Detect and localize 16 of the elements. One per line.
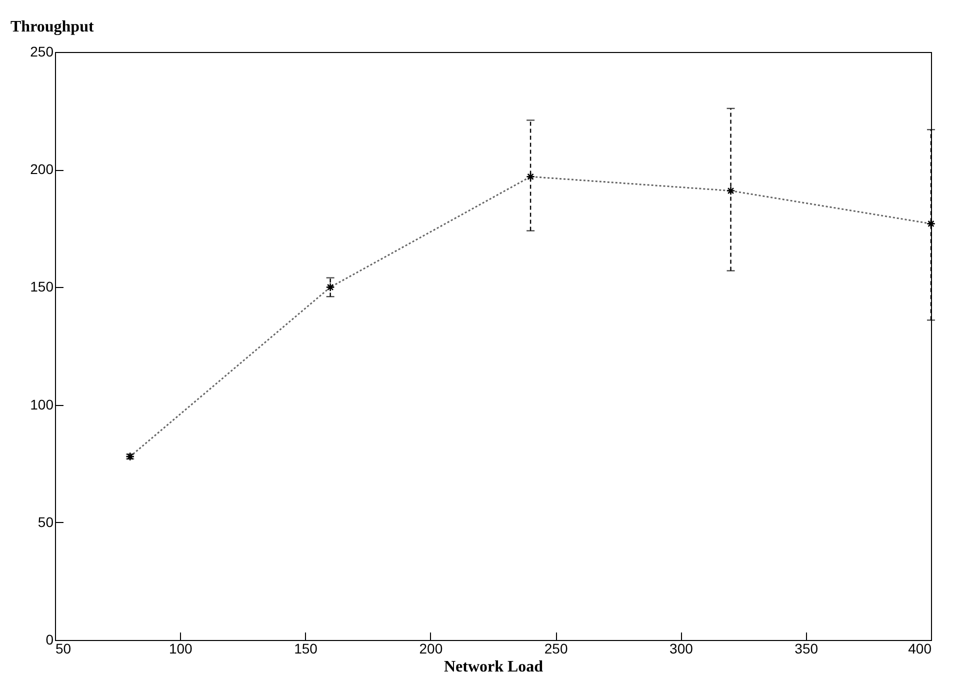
x-tick-label: 50: [56, 640, 72, 656]
y-tick-label: 50: [38, 514, 54, 530]
y-tick-label: 0: [46, 632, 54, 648]
y-tick-label: 250: [30, 44, 54, 60]
x-tick-label: 100: [168, 640, 193, 656]
x-tick-label: 300: [670, 640, 694, 656]
x-tick-label: 350: [794, 640, 818, 656]
y-tick-label: 200: [30, 161, 54, 178]
y-tick-label: 150: [30, 278, 54, 295]
x-tick-label: 150: [294, 640, 318, 656]
x-axis-title: Network Load: [444, 658, 544, 676]
x-tick-label: 250: [544, 640, 568, 656]
x-tick-label: 200: [419, 640, 443, 656]
x-tick-label: 400: [908, 640, 932, 656]
y-axis-title: Throughput: [10, 18, 94, 36]
y-tick-label: 100: [30, 396, 54, 412]
